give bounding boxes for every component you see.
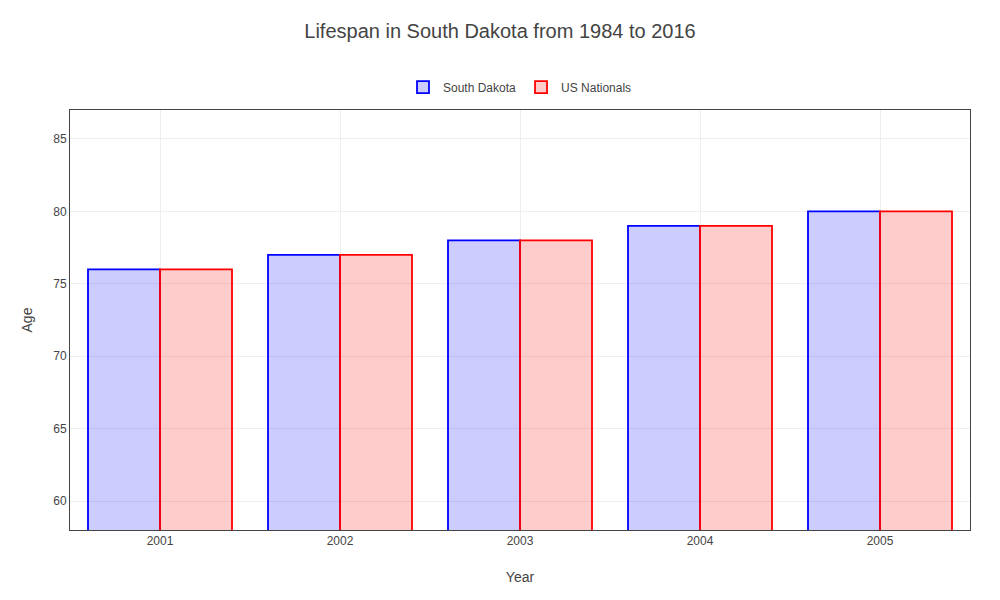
svg-text:70: 70 <box>53 349 67 363</box>
svg-text:2003: 2003 <box>507 534 534 548</box>
svg-text:75: 75 <box>53 277 67 291</box>
svg-text:Lifespan in South Dakota from: Lifespan in South Dakota from 1984 to 20… <box>304 20 695 42</box>
svg-text:South Dakota: South Dakota <box>443 81 516 95</box>
svg-text:Year: Year <box>506 569 535 585</box>
svg-text:2001: 2001 <box>147 534 174 548</box>
svg-text:Age: Age <box>19 307 35 332</box>
svg-text:2002: 2002 <box>327 534 354 548</box>
svg-text:US Nationals: US Nationals <box>561 81 631 95</box>
svg-text:80: 80 <box>53 205 67 219</box>
svg-text:65: 65 <box>53 422 67 436</box>
svg-text:85: 85 <box>53 132 67 146</box>
svg-text:2004: 2004 <box>687 534 714 548</box>
svg-text:60: 60 <box>53 494 67 508</box>
svg-text:2005: 2005 <box>867 534 894 548</box>
